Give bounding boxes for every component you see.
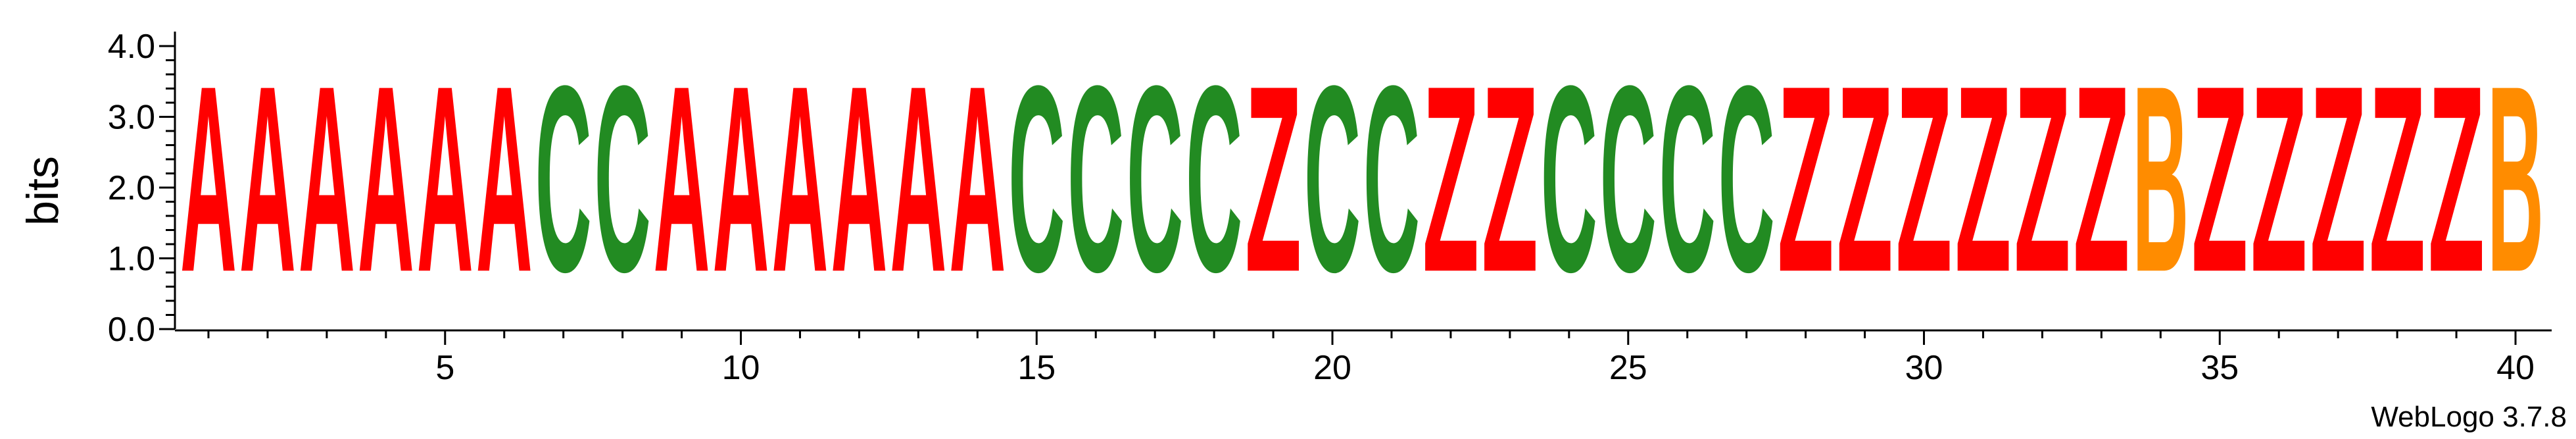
logo-letter-z: Z [1778, 31, 1834, 328]
logo-letter-a: A [890, 32, 946, 328]
logo-letter-c: C [1718, 32, 1775, 328]
logo-letter-c: C [535, 32, 592, 328]
logo-letter-z: Z [1422, 31, 1479, 328]
logo-letter-c: C [1304, 32, 1361, 328]
logo-letter-z: Z [2250, 31, 2307, 328]
logo-letter-c: C [1541, 32, 1597, 328]
logo-letter-a: A [654, 32, 710, 328]
logo-letter-c: C [1067, 32, 1124, 328]
logo-letter-z: Z [2073, 31, 2129, 328]
logo-letter-c: C [1659, 32, 1716, 328]
logo-letter-a: A [180, 32, 237, 328]
logo-letter-c: C [1127, 32, 1183, 328]
logo-letter-z: Z [2014, 31, 2070, 328]
logo-letter-c: C [1186, 32, 1242, 328]
logo-letter-z: Z [2369, 31, 2425, 328]
y-tick-label: 2.0 [108, 169, 155, 207]
logo-letter-z: Z [1896, 31, 1953, 328]
logo-letter-a: A [476, 32, 533, 328]
logo-letter-c: C [595, 32, 651, 328]
y-tick-label: 3.0 [108, 99, 155, 137]
weblogo-version-label: WebLogo 3.7.8 [2371, 401, 2567, 433]
logo-letter-b: B [2132, 32, 2189, 328]
x-tick-label: 25 [1609, 349, 1647, 387]
logo-letter-a: A [713, 32, 769, 328]
logo-letter-c: C [1363, 32, 1420, 328]
logo-letter-a: A [358, 32, 414, 328]
x-tick-label: 20 [1313, 349, 1351, 387]
x-tick-label: 40 [2496, 349, 2535, 387]
y-axis: 0.0 1.0 2.0 3.0 4.0 [108, 28, 176, 349]
logo-letter-z: Z [2191, 31, 2248, 328]
logo-letter-a: A [772, 32, 829, 328]
y-tick-label: 0.0 [108, 311, 155, 349]
x-tick-label: 30 [1905, 349, 1943, 387]
logo-letter-c: C [1600, 32, 1657, 328]
x-tick-label: 35 [2200, 349, 2239, 387]
logo-letter-z: Z [2428, 31, 2485, 328]
x-tick-label: 10 [722, 349, 760, 387]
logo-letter-a: A [239, 32, 296, 328]
y-axis-label: bits [18, 156, 68, 226]
logo-letter-z: Z [1245, 31, 1301, 328]
logo-letter-a: A [417, 32, 474, 328]
logo-letter-a: A [949, 32, 1006, 328]
logo-letter-a: A [299, 32, 355, 328]
logo-letter-b: B [2487, 32, 2544, 328]
y-tick-label: 1.0 [108, 240, 155, 278]
y-tick-label: 4.0 [108, 28, 155, 66]
x-axis: 5 10 15 20 25 30 35 40 [175, 329, 2552, 387]
logo-letter-c: C [1008, 32, 1065, 328]
logo-letter-z: Z [2310, 31, 2366, 328]
logo-letter-z: Z [1837, 31, 1893, 328]
logo-letter-z: Z [1955, 31, 2012, 328]
x-tick-label: 5 [435, 349, 454, 387]
logo-letter-z: Z [1482, 31, 1538, 328]
logo-letter-a: A [831, 32, 887, 328]
x-tick-label: 15 [1017, 349, 1056, 387]
